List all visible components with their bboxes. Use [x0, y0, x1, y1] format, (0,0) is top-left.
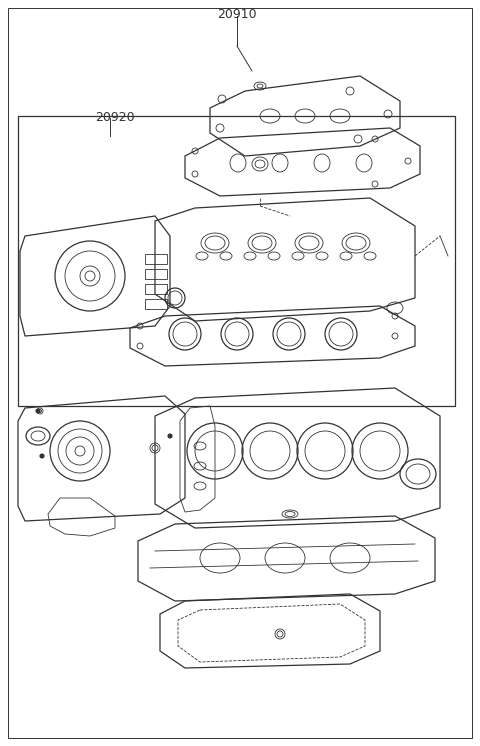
Bar [18, 116, 455, 406]
Bar [145, 299, 167, 309]
Text: 20920: 20920 [95, 111, 134, 124]
Circle shape [168, 434, 172, 438]
Bar [145, 254, 167, 264]
Text: 20910: 20910 [217, 8, 257, 21]
Circle shape [36, 409, 40, 413]
Circle shape [40, 454, 44, 458]
Bar [145, 269, 167, 279]
Bar [145, 284, 167, 294]
